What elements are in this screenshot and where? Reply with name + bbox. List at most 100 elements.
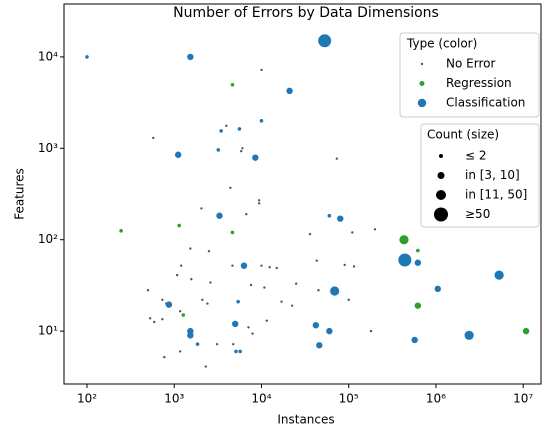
point — [294, 282, 298, 285]
point — [327, 213, 332, 218]
point — [414, 259, 422, 266]
point — [179, 264, 183, 267]
point — [257, 202, 261, 205]
point — [148, 317, 152, 320]
point — [268, 266, 271, 269]
point — [85, 55, 89, 59]
size-legend-marker — [434, 207, 448, 222]
point — [260, 68, 263, 72]
point — [251, 332, 254, 335]
point — [230, 83, 235, 87]
plot-frame — [63, 3, 542, 385]
point — [286, 87, 293, 95]
point — [216, 212, 223, 219]
point — [316, 342, 323, 349]
point — [335, 157, 338, 160]
point — [239, 149, 243, 153]
point — [257, 199, 261, 202]
point — [165, 301, 173, 308]
point — [252, 154, 259, 161]
point — [200, 207, 203, 210]
point — [230, 230, 235, 235]
x-tick-label: 10⁶ — [426, 392, 446, 406]
point — [347, 298, 350, 302]
point — [351, 231, 354, 234]
point — [153, 320, 156, 324]
point — [161, 298, 164, 302]
point — [326, 327, 333, 335]
point — [245, 213, 248, 216]
size-legend-marker — [439, 154, 443, 158]
y-tick-label: 10² — [38, 232, 58, 246]
x-axis-label: Instances — [277, 413, 334, 427]
point — [178, 310, 182, 313]
y-axis-label: Features — [13, 168, 27, 220]
point — [238, 349, 242, 354]
point — [190, 277, 193, 281]
point — [290, 304, 294, 307]
size-legend-title: Count (size) — [427, 128, 499, 142]
point — [181, 313, 186, 317]
point — [343, 263, 346, 267]
legend-label: No Error — [446, 57, 495, 71]
point — [265, 319, 268, 322]
point — [187, 332, 194, 339]
size-legend-marker — [437, 172, 445, 179]
point — [352, 265, 356, 268]
legend-marker — [417, 98, 427, 108]
legend-label: Classification — [446, 96, 525, 110]
point — [308, 232, 312, 236]
point — [231, 264, 234, 267]
point — [146, 289, 150, 292]
point — [275, 266, 279, 270]
point — [216, 148, 221, 152]
point — [280, 300, 283, 303]
size-legend-label: ≥50 — [465, 207, 490, 221]
point — [522, 327, 530, 335]
y-tick-label: 10⁴ — [38, 49, 58, 63]
x-tick-label: 10⁴ — [251, 392, 271, 406]
point — [161, 318, 164, 321]
point — [201, 298, 204, 302]
legend-marker — [420, 62, 424, 66]
point — [369, 329, 373, 333]
point — [232, 320, 239, 328]
point — [237, 127, 242, 131]
point — [174, 151, 182, 158]
point — [411, 336, 418, 344]
point — [337, 215, 344, 222]
point — [317, 289, 320, 292]
point — [373, 228, 377, 231]
point — [163, 355, 166, 359]
point — [119, 229, 123, 233]
point — [260, 264, 263, 267]
size-legend-box — [420, 123, 540, 228]
size-legend-label: in [3, 10] — [465, 168, 520, 182]
size-legend-label: in [11, 50] — [465, 188, 527, 202]
point — [240, 262, 248, 269]
point — [236, 299, 240, 304]
point — [225, 124, 228, 128]
point — [416, 248, 420, 253]
y-tick-label: 10³ — [38, 141, 58, 155]
point — [152, 136, 155, 140]
point — [414, 302, 422, 309]
x-tick-label: 10² — [77, 392, 97, 406]
point — [318, 34, 332, 48]
point — [494, 270, 504, 280]
point — [398, 253, 412, 267]
point — [247, 326, 250, 329]
legend-label: Regression — [446, 76, 512, 90]
point — [195, 342, 200, 346]
point — [259, 118, 264, 123]
point — [234, 349, 238, 354]
point — [209, 281, 212, 284]
point — [207, 249, 211, 253]
point — [219, 129, 223, 133]
legend-box — [399, 32, 540, 118]
point — [178, 350, 182, 353]
y-tick-label: 10¹ — [38, 324, 58, 338]
point — [204, 365, 207, 368]
legend-title: Type (color) — [406, 37, 477, 51]
point — [249, 283, 253, 287]
